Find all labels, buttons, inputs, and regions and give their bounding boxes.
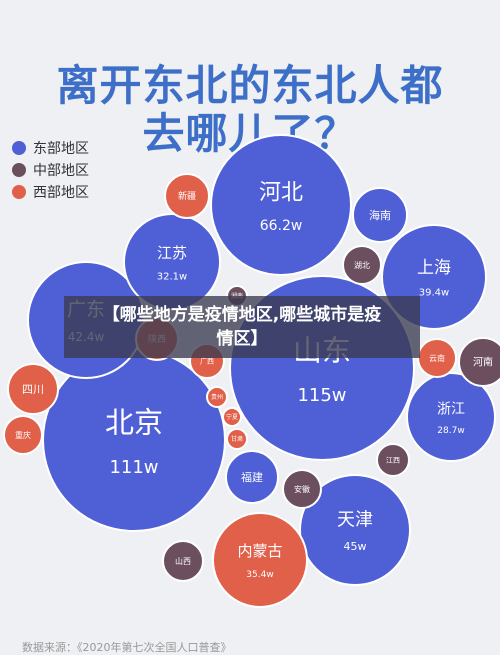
- bubble-jiangxi: 江西: [376, 443, 410, 477]
- bubble-circle-hebei: [210, 134, 352, 276]
- banner-line-2: 情区】: [216, 329, 268, 349]
- bubble-jiangsu: 江苏 32.1w: [123, 213, 221, 311]
- bubble-circle-sichuan: [7, 363, 59, 415]
- bubble-label-shanghai: 上海: [417, 258, 451, 278]
- bubble-label-hainan: 海南: [369, 208, 391, 222]
- bubble-circle-yunnan: [417, 338, 457, 378]
- bubble-ningxia: 宁夏: [222, 407, 242, 427]
- bubble-label-anhui: 安徽: [294, 484, 310, 494]
- bubble-value-neimenggu: 35.4w: [246, 570, 273, 580]
- bubble-label-yunnan: 云南: [429, 353, 445, 363]
- bubble-label-shanxi: 山西: [175, 556, 191, 566]
- overlay-banner: 【哪些地方是疫情地区,哪些城市是疫 情区】: [64, 296, 420, 358]
- legend-swatch-east: [12, 141, 26, 155]
- bubble-label-hubei: 湖北: [354, 261, 370, 270]
- bubble-circle-guizhou: [206, 386, 228, 408]
- bubble-label-jiangsu: 江苏: [157, 244, 187, 262]
- bubble-guizhou: 贵州: [206, 386, 228, 408]
- bubble-value-tianjin: 45w: [344, 540, 367, 553]
- bubble-circle-xinjiang: [164, 173, 210, 219]
- bubble-label-henan: 河南: [473, 356, 493, 369]
- bubble-label-ningxia: 宁夏: [226, 413, 238, 421]
- bubble-value-shandong: 115w: [297, 385, 346, 406]
- bubble-value-shanghai: 39.4w: [419, 288, 449, 299]
- bubble-circle-hubei: [342, 245, 382, 285]
- source-note: 数据来源：《2020年第七次全国人口普查》: [22, 641, 232, 654]
- bubble-label-fujian: 福建: [241, 470, 263, 484]
- bubble-henan: 河南: [458, 337, 500, 387]
- bubble-circle-fujian: [225, 450, 279, 504]
- bubble-circle-ningxia: [222, 407, 242, 427]
- legend-label-east: 东部地区: [33, 141, 89, 157]
- legend-swatch-west: [12, 185, 26, 199]
- bubble-circle-jiangxi: [376, 443, 410, 477]
- bubble-circle-hainan: [352, 187, 408, 243]
- bubble-circle-chongqing: [3, 415, 43, 455]
- bubble-label-neimenggu: 内蒙古: [237, 542, 282, 560]
- bubble-circle-neimenggu: [212, 512, 308, 608]
- bubble-gansu: 甘肃: [226, 428, 248, 450]
- bubble-circle-shanxi: [162, 540, 204, 582]
- bubble-hainan: 海南: [352, 187, 408, 243]
- bubble-value-beijing: 111w: [109, 457, 158, 478]
- bubble-chongqing: 重庆: [3, 415, 43, 455]
- bubble-circle-henan: [458, 337, 500, 387]
- bubble-label-guangxi: 广西: [200, 356, 214, 365]
- bubble-label-zhejiang: 浙江: [437, 401, 465, 417]
- bubble-tianjin: 天津 45w: [299, 474, 411, 586]
- bubble-label-guizhou: 贵州: [211, 393, 223, 401]
- bubble-circle-gansu: [226, 428, 248, 450]
- bubble-value-hebei: 66.2w: [260, 218, 303, 234]
- bubble-sichuan: 四川: [7, 363, 59, 415]
- bubble-value-jiangsu: 32.1w: [157, 271, 187, 282]
- legend-item-east: 东部地区: [12, 137, 89, 159]
- bubble-label-jiangxi: 江西: [386, 456, 400, 464]
- bubble-xinjiang: 新疆: [164, 173, 210, 219]
- bubble-hebei: 河北 66.2w: [210, 134, 352, 276]
- bubble-beijing: 北京 111w: [42, 348, 226, 532]
- bubble-label-tianjin: 天津: [337, 510, 373, 531]
- bubble-zhejiang: 浙江 28.7w: [406, 372, 496, 462]
- bubble-shanxi: 山西: [162, 540, 204, 582]
- bubble-circle-tianjin: [299, 474, 411, 586]
- bubble-circle-anhui: [282, 469, 322, 509]
- bubble-anhui: 安徽: [282, 469, 322, 509]
- banner-line-1: 【哪些地方是疫情地区,哪些城市是疫: [102, 305, 382, 325]
- bubble-fujian: 福建: [225, 450, 279, 504]
- legend-label-central: 中部地区: [33, 163, 89, 179]
- legend: 东部地区 中部地区 西部地区: [12, 137, 89, 203]
- bubble-yunnan: 云南: [417, 338, 457, 378]
- bubble-label-chongqing: 重庆: [15, 430, 31, 440]
- bubble-label-xinjiang: 新疆: [178, 190, 196, 202]
- bubble-label-gansu: 甘肃: [231, 435, 243, 443]
- legend-item-west: 西部地区: [12, 181, 89, 203]
- bubble-label-hebei: 河北: [259, 180, 303, 205]
- bubble-hubei: 湖北: [342, 245, 382, 285]
- bubble-label-sichuan: 四川: [22, 383, 44, 396]
- bubble-label-beijing: 北京: [105, 406, 163, 440]
- legend-label-west: 西部地区: [33, 185, 89, 201]
- bubble-value-zhejiang: 28.7w: [437, 426, 464, 436]
- bubble-circle-zhejiang: [406, 372, 496, 462]
- chart-title-line-1: 离开东北的东北人都: [56, 61, 444, 110]
- bubble-neimenggu: 内蒙古 35.4w: [212, 512, 308, 608]
- legend-item-central: 中部地区: [12, 159, 89, 181]
- legend-swatch-central: [12, 163, 26, 177]
